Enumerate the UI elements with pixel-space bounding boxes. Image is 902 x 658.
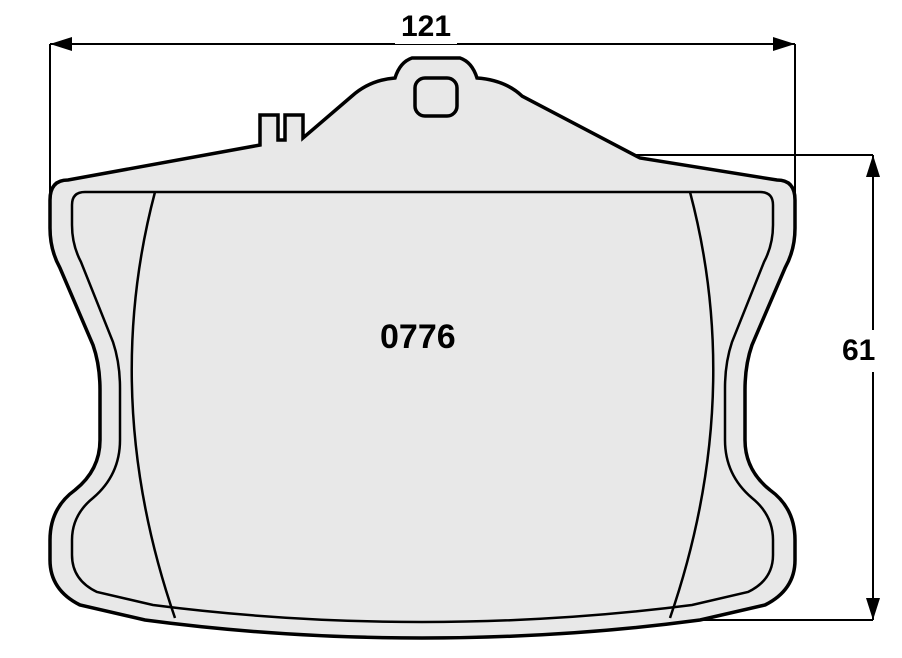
technical-drawing: 121 61 0776	[0, 0, 902, 653]
width-dimension-label: 121	[395, 10, 457, 44]
height-dimension-label: 61	[840, 330, 877, 372]
part-number-label: 0776	[380, 318, 456, 357]
